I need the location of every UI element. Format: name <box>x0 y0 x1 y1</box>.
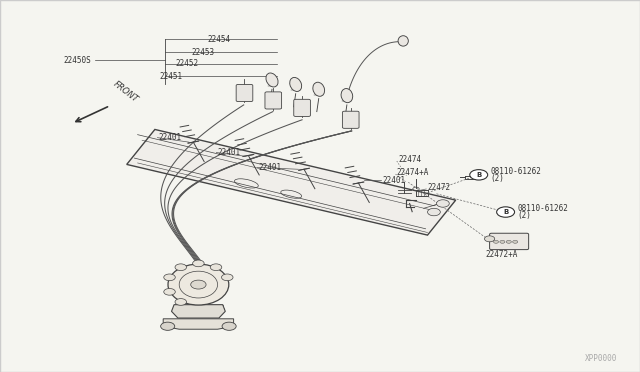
FancyBboxPatch shape <box>490 233 529 250</box>
Circle shape <box>500 240 505 243</box>
Text: 22450S: 22450S <box>64 56 92 65</box>
Ellipse shape <box>266 73 278 87</box>
Circle shape <box>211 264 222 270</box>
Circle shape <box>175 264 186 270</box>
Circle shape <box>191 280 206 289</box>
Circle shape <box>436 200 449 207</box>
Circle shape <box>175 299 186 305</box>
Text: 22451: 22451 <box>159 72 182 81</box>
Text: 08110-61262: 08110-61262 <box>517 204 568 213</box>
Text: 22401: 22401 <box>159 133 182 142</box>
Circle shape <box>513 240 518 243</box>
Text: 22453: 22453 <box>191 48 214 57</box>
Text: 22454: 22454 <box>207 35 230 44</box>
Ellipse shape <box>398 36 408 46</box>
FancyBboxPatch shape <box>342 111 359 128</box>
Text: 22474: 22474 <box>398 155 421 164</box>
Text: FRONT: FRONT <box>111 79 140 104</box>
Circle shape <box>497 207 515 217</box>
Circle shape <box>470 170 488 180</box>
Polygon shape <box>172 305 225 318</box>
Text: XPP0000: XPP0000 <box>585 354 618 363</box>
Circle shape <box>222 322 236 330</box>
Polygon shape <box>163 319 234 329</box>
Text: 22474+A: 22474+A <box>397 169 429 177</box>
Circle shape <box>506 240 511 243</box>
Text: 22401: 22401 <box>383 176 406 185</box>
Circle shape <box>193 260 204 267</box>
Circle shape <box>164 288 175 295</box>
Text: B: B <box>503 209 508 215</box>
Text: B: B <box>476 172 481 178</box>
Text: 22472+A: 22472+A <box>485 250 518 259</box>
Ellipse shape <box>313 82 324 96</box>
FancyBboxPatch shape <box>294 99 310 116</box>
Polygon shape <box>127 129 456 235</box>
Circle shape <box>161 322 175 330</box>
Circle shape <box>493 240 499 243</box>
Text: 08110-61262: 08110-61262 <box>490 167 541 176</box>
Circle shape <box>484 236 495 242</box>
FancyBboxPatch shape <box>236 84 253 102</box>
Circle shape <box>164 274 175 281</box>
Circle shape <box>221 274 233 281</box>
Text: 22401: 22401 <box>259 163 282 172</box>
Ellipse shape <box>341 89 353 103</box>
Text: 22472: 22472 <box>428 183 451 192</box>
Text: 22452: 22452 <box>175 60 198 68</box>
FancyBboxPatch shape <box>265 92 282 109</box>
Ellipse shape <box>290 77 301 92</box>
Ellipse shape <box>168 264 229 305</box>
Text: (2): (2) <box>517 211 531 220</box>
Text: (2): (2) <box>490 174 504 183</box>
Text: 22401: 22401 <box>218 148 241 157</box>
Circle shape <box>428 208 440 216</box>
